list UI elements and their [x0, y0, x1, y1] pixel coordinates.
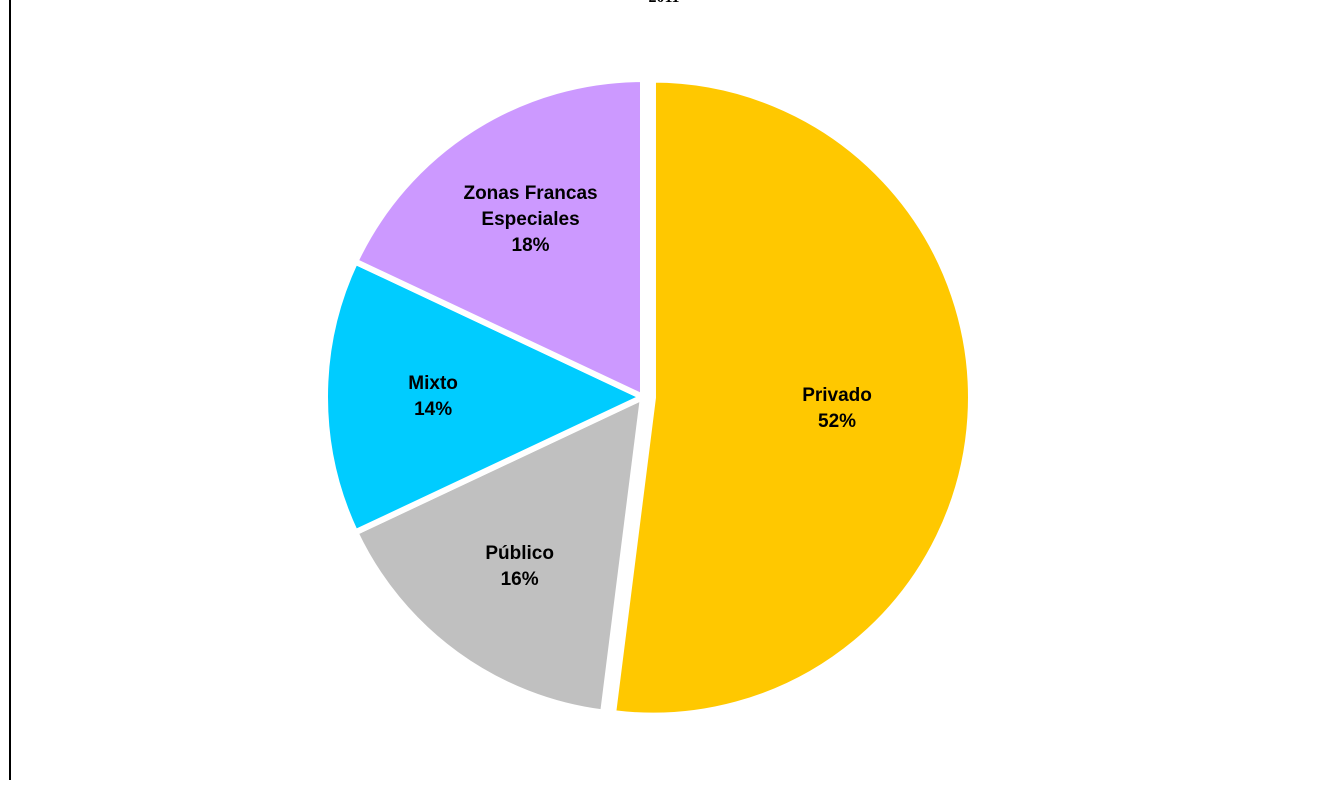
border-line: [9, 0, 11, 780]
value-label: 52%: [818, 411, 857, 433]
category-label: Privado: [802, 385, 872, 407]
slice-label: Zonas Francas Especiales 18%: [456, 181, 606, 259]
category-label: Público: [485, 542, 554, 564]
pie-slice: [352, 394, 646, 716]
value-label: 16%: [500, 568, 539, 590]
chart-title: 2011: [0, 0, 1328, 7]
slice-label: Privado 52%: [802, 383, 872, 435]
value-label: 18%: [511, 234, 550, 256]
category-label: Mixto: [408, 373, 458, 394]
pie-slice: [322, 258, 646, 536]
slice-label: Mixto 14%: [408, 371, 458, 423]
category-label: Zonas Francas Especiales: [463, 182, 598, 230]
pie-slice: [610, 76, 974, 719]
value-label: 14%: [414, 399, 453, 420]
slice-label: Público 16%: [485, 541, 554, 593]
pie-slice: [352, 76, 646, 400]
